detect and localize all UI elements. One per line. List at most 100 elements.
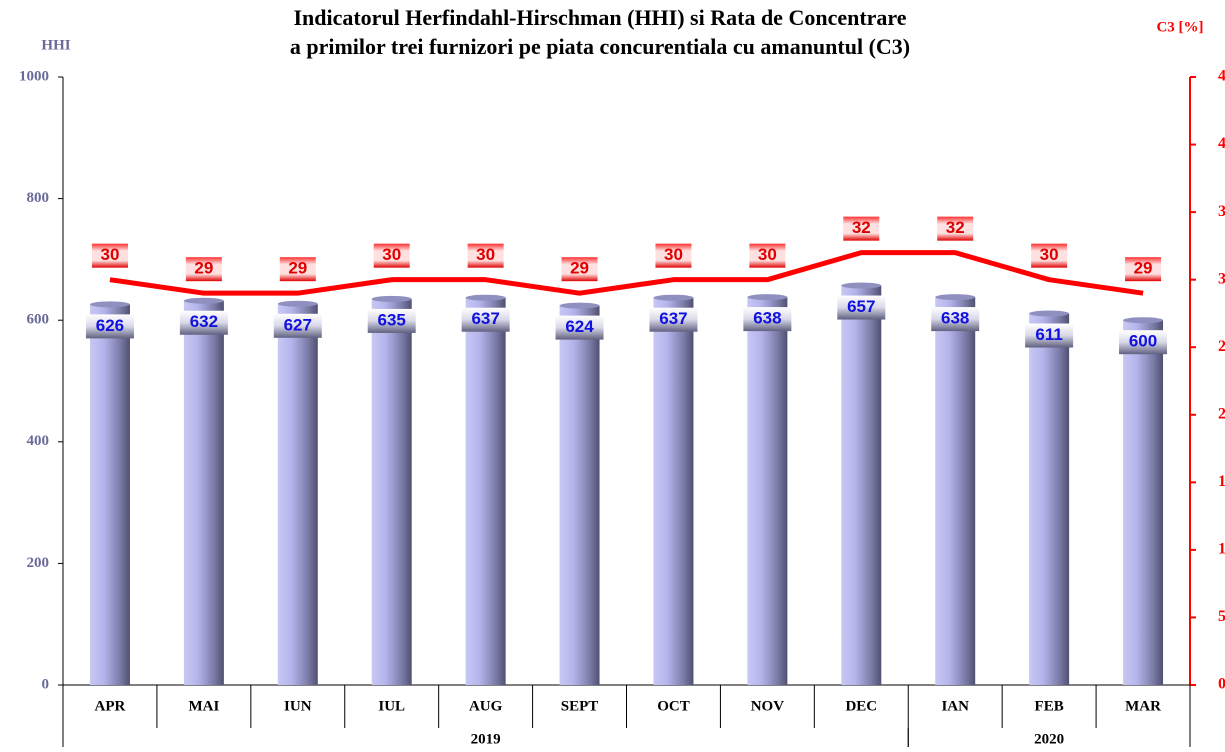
value-label-box: [185, 257, 222, 282]
value-label: 626: [96, 316, 124, 335]
x-tick-label: IAN: [941, 698, 969, 714]
value-label: 632: [190, 312, 218, 331]
value-label-box: [467, 243, 504, 268]
bar-cap: [371, 295, 412, 302]
y2-axis-title: C3 [%]: [1156, 19, 1203, 35]
y2-tick-label: 25: [1218, 338, 1225, 355]
value-label: 30: [664, 245, 683, 264]
value-label-box: [273, 313, 322, 338]
y-axis-title: HHI: [41, 37, 70, 53]
value-label-box: [373, 243, 410, 268]
value-label-box: [649, 307, 698, 332]
value-label: 637: [659, 309, 687, 328]
value-label: 30: [100, 245, 119, 264]
value-label: 30: [382, 245, 401, 264]
value-label-box: [85, 314, 134, 339]
x-tick-label: AUG: [469, 698, 503, 714]
y-tick-label: 600: [27, 312, 50, 328]
x-group-label: 2019: [471, 731, 501, 747]
bar: [371, 298, 412, 685]
bar-cap: [841, 282, 882, 289]
y2-tick-label: 10: [1218, 541, 1225, 558]
bar: [277, 303, 318, 685]
y-tick-label: 0: [42, 676, 50, 692]
value-label: 611: [1035, 325, 1062, 344]
y-tick-label: 800: [27, 190, 50, 206]
value-label-box: [561, 257, 598, 282]
y-tick-label: 400: [27, 433, 50, 449]
bar: [1123, 320, 1164, 685]
value-label: 600: [1129, 332, 1157, 351]
line: [109, 250, 1144, 296]
value-label-box: [743, 307, 792, 332]
y2-tick-label: 35: [1218, 203, 1225, 220]
value-label: 637: [471, 309, 499, 328]
bar-cap: [653, 294, 694, 301]
value-label: 32: [946, 218, 965, 237]
y2-tick-label: 30: [1218, 270, 1225, 287]
y2-tick-label: 45: [1218, 68, 1225, 85]
bar: [1029, 313, 1070, 685]
value-label-box: [937, 216, 974, 241]
bar: [559, 305, 600, 685]
bar: [653, 297, 694, 685]
value-label: 624: [565, 317, 594, 336]
bar: [935, 297, 976, 685]
chart-title: Indicatorul Herfindahl-Hirschman (HHI) s…: [293, 5, 906, 30]
x-tick-label: MAR: [1125, 698, 1161, 714]
value-label-box: [1025, 323, 1074, 348]
y-tick-label: 1000: [19, 68, 49, 84]
value-label-box: [555, 315, 604, 340]
bar-cap: [1123, 317, 1164, 324]
bar-cap: [935, 294, 976, 301]
value-label: 29: [1134, 259, 1153, 278]
value-label: 638: [753, 309, 781, 328]
value-label-box: [837, 295, 886, 320]
bar-cap: [559, 302, 600, 309]
x-group-label: 2020: [1034, 731, 1064, 747]
value-label: 29: [288, 259, 307, 278]
value-label: 657: [847, 297, 875, 316]
bar-cap: [183, 297, 224, 304]
value-label-box: [749, 243, 786, 268]
y2-tick-label: 0: [1218, 676, 1225, 693]
x-tick-label: APR: [95, 698, 126, 714]
bar-cap: [277, 300, 318, 307]
value-label-box: [179, 310, 228, 335]
x-tick-label: NOV: [751, 698, 785, 714]
y-tick-label: 200: [27, 555, 50, 571]
value-label: 32: [852, 218, 871, 237]
bar: [747, 297, 788, 685]
bar-cap: [747, 294, 788, 301]
value-label: 30: [758, 245, 777, 264]
value-label-box: [461, 307, 510, 332]
value-label-box: [279, 257, 316, 282]
value-label-box: [91, 243, 128, 268]
value-label: 635: [378, 310, 406, 329]
chart-title: a primilor trei furnizori pe piata concu…: [290, 34, 910, 59]
x-tick-label: MAI: [188, 698, 219, 714]
value-label-box: [843, 216, 880, 241]
x-tick-label: SEPT: [561, 698, 599, 714]
x-tick-label: DEC: [845, 698, 877, 714]
x-tick-label: IUN: [284, 698, 312, 714]
y2-tick-label: 5: [1218, 608, 1225, 625]
value-label: 30: [476, 245, 495, 264]
bar: [89, 304, 130, 685]
y2-tick-label: 15: [1218, 473, 1225, 490]
x-tick-label: FEB: [1035, 698, 1064, 714]
bar: [841, 285, 882, 685]
value-label: 29: [194, 259, 213, 278]
y2-tick-label: 40: [1218, 135, 1225, 152]
value-label: 30: [1040, 245, 1059, 264]
bar: [183, 300, 224, 685]
value-label-box: [931, 307, 980, 332]
bar-cap: [1029, 310, 1070, 317]
bar: [465, 297, 506, 685]
x-tick-label: OCT: [657, 698, 690, 714]
value-label-box: [367, 308, 416, 333]
bar-cap: [89, 301, 130, 308]
bar-cap: [465, 294, 506, 301]
value-label-box: [655, 243, 692, 268]
